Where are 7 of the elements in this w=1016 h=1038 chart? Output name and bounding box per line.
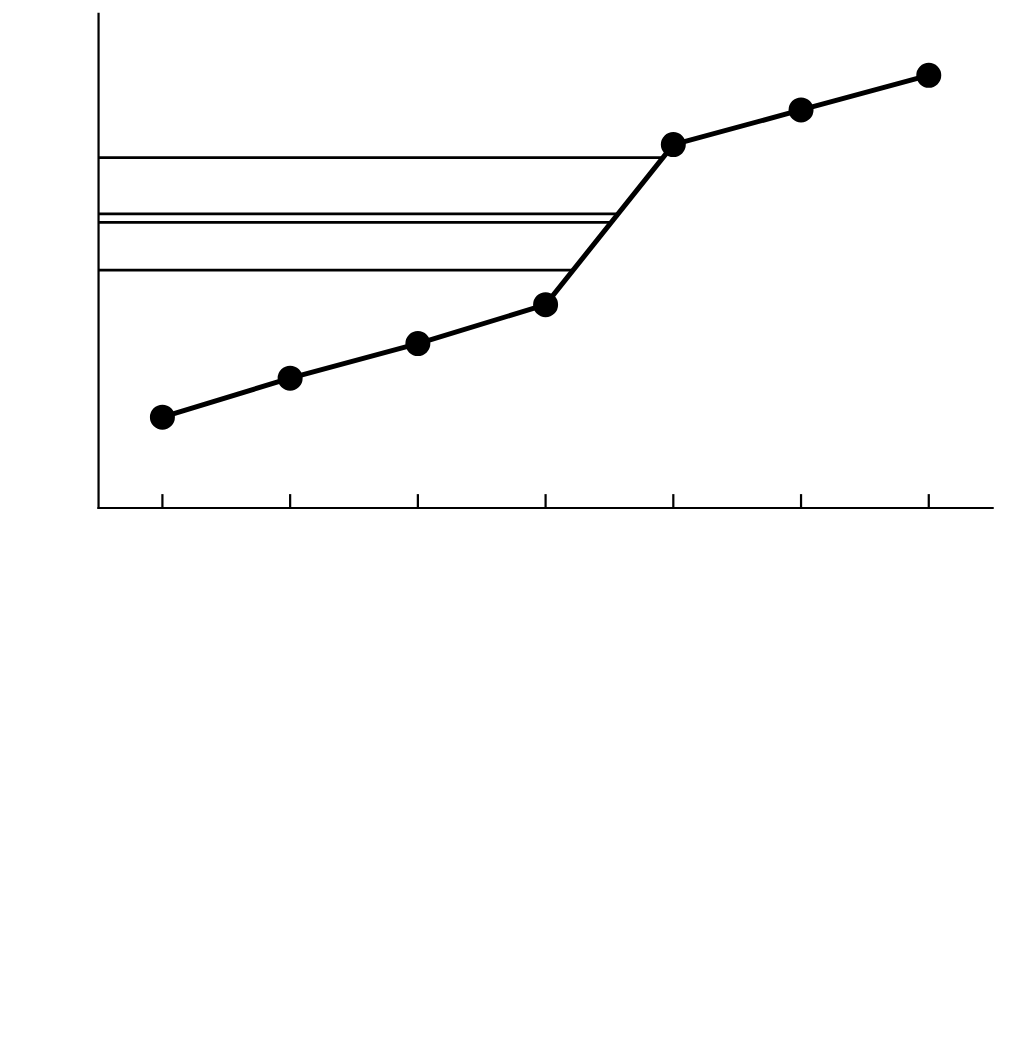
point (916, 62, 942, 88)
point (277, 365, 303, 391)
point (660, 132, 686, 158)
point (788, 97, 814, 123)
point (405, 331, 431, 357)
point (533, 292, 559, 318)
point (149, 404, 175, 430)
